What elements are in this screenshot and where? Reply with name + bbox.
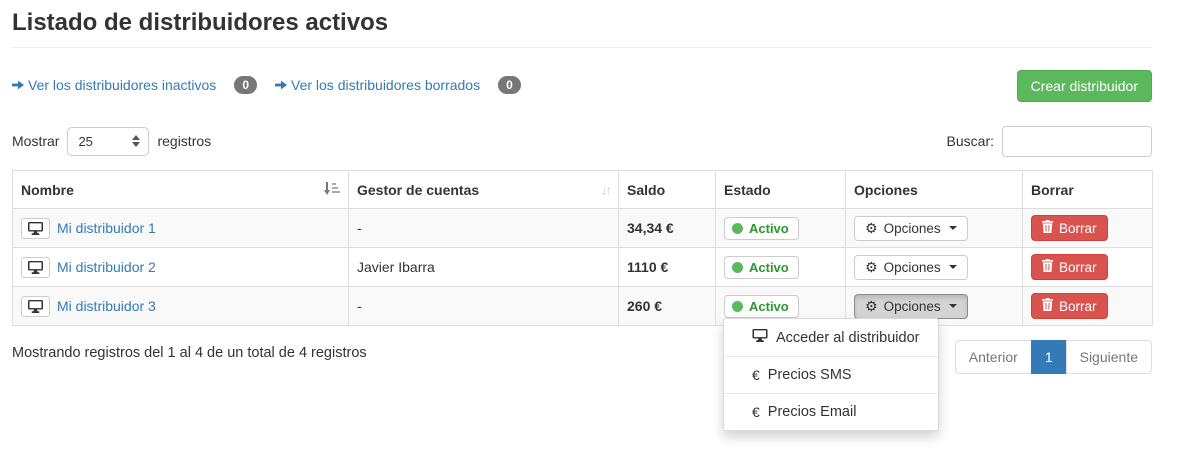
page-length-select[interactable]: 25 [67, 126, 150, 156]
inactive-count-badge: 0 [234, 76, 257, 94]
gear-icon: ⚙ [865, 220, 878, 236]
monitor-icon [28, 260, 43, 274]
arrow-right-icon [275, 80, 287, 90]
search-label: Buscar: [946, 133, 994, 149]
distributors-table: Nombre Gestor de cuentas ↓↑ Saldo Estado… [12, 170, 1153, 326]
table-row: Mi distribuidor 3 - 260 € Activo ⚙ Opcio… [12, 286, 1153, 326]
manager-cell: - [348, 286, 619, 326]
access-distributor-button[interactable] [21, 217, 50, 239]
status-dot-icon [732, 261, 743, 273]
table-footer-row: Mostrando registros del 1 al 4 de un tot… [12, 335, 1152, 374]
header-links-row: Ver los distribuidores inactivos 0 Ver l… [12, 70, 1152, 104]
gear-icon: ⚙ [865, 259, 878, 275]
column-header-saldo: Saldo [618, 170, 716, 209]
options-dropdown-button-open[interactable]: ⚙ Opciones [854, 293, 968, 319]
column-header-nombre[interactable]: Nombre [12, 170, 349, 209]
euro-icon: € [752, 367, 760, 383]
search-input[interactable] [1002, 125, 1152, 157]
link-deleted-distributors[interactable]: Ver los distribuidores borrados [275, 77, 480, 93]
status-badge[interactable]: Activo [724, 294, 799, 318]
delete-button[interactable]: Borrar [1031, 254, 1108, 280]
distributor-name-link[interactable]: Mi distribuidor 1 [57, 220, 156, 236]
table-controls-row: Mostrar 25 registros Buscar: [12, 125, 1152, 157]
trash-icon [1042, 259, 1053, 275]
table-header-row: Nombre Gestor de cuentas ↓↑ Saldo Estado… [12, 170, 1153, 209]
distributor-name-link[interactable]: Mi distribuidor 2 [57, 259, 156, 275]
status-dot-icon [732, 222, 743, 234]
pagination-previous-button[interactable]: Anterior [954, 340, 1032, 374]
column-header-borrar: Borrar [1022, 170, 1153, 209]
select-arrows-icon [132, 135, 141, 147]
menu-item-precios-email[interactable]: € Precios Email [724, 393, 938, 430]
show-label: Mostrar [12, 133, 60, 149]
link-label: Ver los distribuidores borrados [291, 77, 481, 93]
caret-down-icon [948, 304, 957, 308]
delete-button[interactable]: Borrar [1031, 293, 1108, 319]
manager-cell: Javier Ibarra [348, 247, 619, 287]
monitor-icon [28, 299, 43, 313]
monitor-icon [28, 221, 43, 235]
sort-amount-asc-icon [324, 181, 340, 198]
page-container: Listado de distribuidores activos Ver lo… [12, 0, 1153, 374]
monitor-icon [752, 329, 768, 346]
opciones-dropdown-menu: Acceder al distribuidor € Precios SMS € … [723, 318, 939, 431]
balance-cell: 1110 € [618, 247, 716, 287]
caret-down-icon [948, 265, 957, 269]
link-inactive-distributors[interactable]: Ver los distribuidores inactivos [12, 77, 216, 93]
sort-both-icon: ↓↑ [601, 182, 612, 197]
create-distributor-button[interactable]: Crear distribuidor [1016, 70, 1152, 102]
menu-item-access-distributor[interactable]: Acceder al distribuidor [724, 319, 938, 356]
quick-links: Ver los distribuidores inactivos 0 Ver l… [12, 70, 1152, 94]
table-row: Mi distribuidor 2 Javier Ibarra 1110 € A… [12, 247, 1153, 287]
deleted-count-badge: 0 [498, 76, 521, 94]
pagination: Anterior 1 Siguiente [954, 340, 1152, 374]
pagination-next-button[interactable]: Siguiente [1065, 340, 1152, 374]
balance-cell: 34,34 € [618, 208, 716, 248]
access-distributor-button[interactable] [21, 295, 50, 317]
options-dropdown-button[interactable]: ⚙ Opciones [854, 254, 968, 280]
distributor-name-link[interactable]: Mi distribuidor 3 [57, 298, 156, 314]
column-header-opciones: Opciones [845, 170, 1023, 209]
column-header-estado: Estado [715, 170, 846, 209]
manager-cell: - [348, 208, 619, 248]
balance-cell: 260 € [618, 286, 716, 326]
status-dot-icon [732, 300, 743, 312]
menu-item-precios-sms[interactable]: € Precios SMS [724, 356, 938, 393]
table-row: Mi distribuidor 1 - 34,34 € Activo ⚙ Opc… [12, 208, 1153, 248]
euro-icon: € [752, 404, 760, 420]
page-length-value: 25 [78, 133, 93, 149]
access-distributor-button[interactable] [21, 256, 50, 278]
column-header-gestor[interactable]: Gestor de cuentas ↓↑ [348, 170, 619, 209]
status-badge[interactable]: Activo [724, 255, 799, 279]
records-label: registros [157, 133, 212, 149]
trash-icon [1042, 298, 1053, 314]
options-dropdown-button[interactable]: ⚙ Opciones [854, 215, 968, 241]
arrow-right-icon [12, 80, 24, 90]
status-badge[interactable]: Activo [724, 216, 799, 240]
page-title: Listado de distribuidores activos [12, 0, 1152, 48]
gear-icon: ⚙ [865, 298, 878, 314]
page-length-control: Mostrar 25 registros [12, 126, 212, 156]
search-control: Buscar: [946, 125, 1152, 157]
caret-down-icon [948, 226, 957, 230]
delete-button[interactable]: Borrar [1031, 215, 1108, 241]
records-info: Mostrando registros del 1 al 4 de un tot… [12, 345, 367, 361]
trash-icon [1042, 220, 1053, 236]
pagination-page-1-button[interactable]: 1 [1030, 340, 1067, 374]
link-label: Ver los distribuidores inactivos [28, 77, 217, 93]
